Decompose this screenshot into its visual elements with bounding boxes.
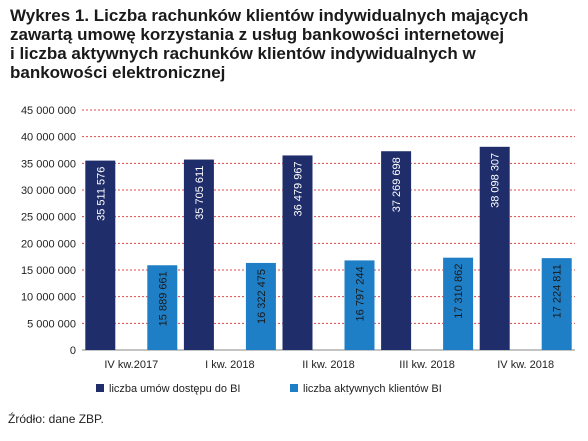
y-tick-label: 35 000 000 xyxy=(21,158,76,170)
bar-umowy xyxy=(85,160,116,350)
bar-value-label: 17 310 862 xyxy=(453,264,465,319)
y-tick-label: 25 000 000 xyxy=(21,212,76,224)
bar-value-label: 16 322 475 xyxy=(256,269,268,324)
bar-value-label: 35 511 576 xyxy=(95,167,107,221)
y-tick-label: 45 000 000 xyxy=(21,105,76,117)
bar-chart: 0 5 000 000 10 000 000 15 000 000 20 000 000… xyxy=(21,105,575,395)
chart-title-line: i liczba aktywnych rachunków klientów in… xyxy=(10,44,476,63)
bar-value-label: 16 797 244 xyxy=(355,266,367,321)
chart-title-line: bankowości elektronicznej xyxy=(10,63,226,82)
x-tick-label: III kw. 2018 xyxy=(399,359,455,371)
legend-swatch-umowy xyxy=(96,384,104,392)
bar-aktywni xyxy=(147,265,178,350)
bar-value-label: 38 098 307 xyxy=(490,153,502,208)
bar-umowy xyxy=(381,151,412,350)
bar-aktywni xyxy=(245,262,276,350)
bar-value-label: 15 889 661 xyxy=(157,271,169,326)
y-tick-label: 15 000 000 xyxy=(21,265,76,277)
chart-title-line: Wykres 1. Liczba rachunków klientów indy… xyxy=(10,6,529,25)
bar-aktywni xyxy=(541,258,572,350)
bar-value-label: 35 705 611 xyxy=(194,166,206,220)
bar-value-label: 37 269 698 xyxy=(391,157,403,212)
x-tick-label: IV kw.2017 xyxy=(104,359,158,371)
y-tick-label: 0 xyxy=(70,345,76,357)
legend-swatch-aktywni xyxy=(290,384,298,392)
y-tick-label: 10 000 000 xyxy=(21,292,76,304)
chart-title: Wykres 1. Liczba rachunków klientów indy… xyxy=(10,6,580,82)
bar-value-label: 17 224 811 xyxy=(552,264,564,318)
legend-label: liczba umów dostępu do BI xyxy=(109,383,240,395)
bar-umowy xyxy=(479,146,510,350)
y-tick-label: 40 000 000 xyxy=(21,132,76,144)
chart-title-line: zawartą umowę korzystania z usług bankow… xyxy=(10,25,505,44)
legend-label: liczba aktywnych klientów BI xyxy=(303,383,442,395)
x-tick-label: I kw. 2018 xyxy=(205,359,255,371)
x-tick-label: IV kw. 2018 xyxy=(497,359,554,371)
bar-umowy xyxy=(183,159,214,350)
y-tick-label: 5 000 000 xyxy=(27,318,76,330)
y-tick-label: 20 000 000 xyxy=(21,238,76,250)
y-tick-label: 30 000 000 xyxy=(21,185,76,197)
bar-umowy xyxy=(282,155,313,350)
source-note: Źródło: dane ZBP. xyxy=(8,412,104,426)
bar-aktywni xyxy=(344,260,375,350)
bar-aktywni xyxy=(443,257,474,350)
x-tick-label: II kw. 2018 xyxy=(302,359,355,371)
bar-value-label: 36 479 967 xyxy=(293,161,305,216)
